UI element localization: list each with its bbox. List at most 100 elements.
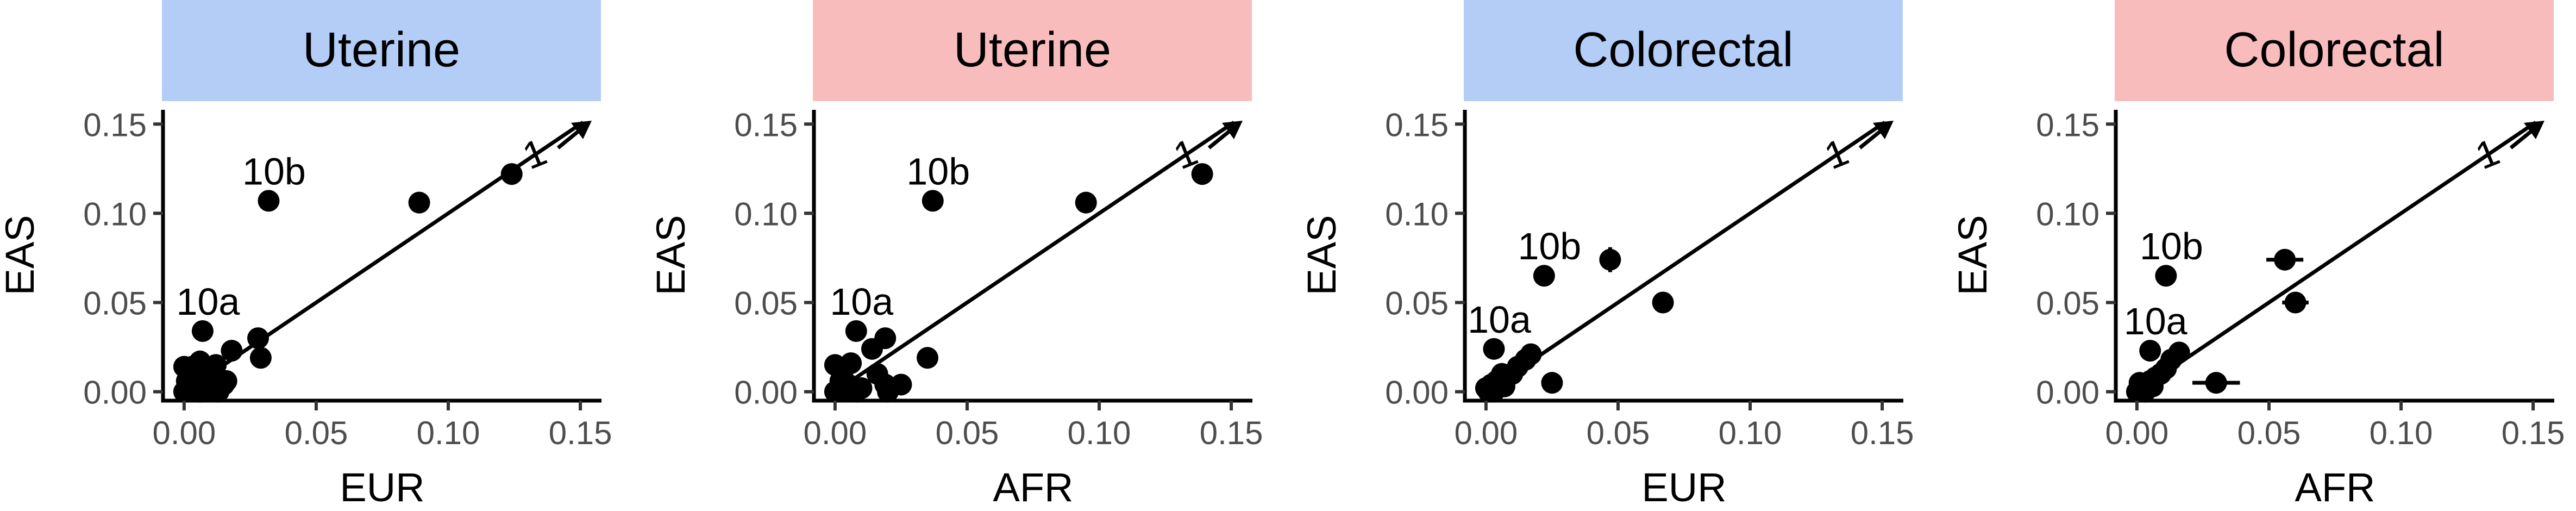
- point-annotation: 10a: [830, 281, 893, 323]
- data-point: [408, 191, 430, 214]
- data-point: [191, 320, 214, 342]
- slope-arrow-icon: [571, 121, 592, 139]
- data-point: [845, 381, 867, 403]
- point-annotation: 10a: [1468, 298, 1531, 341]
- data-point: [2284, 291, 2307, 314]
- data-point: [247, 327, 269, 350]
- y-tick-label: 0.00: [2036, 375, 2099, 411]
- data-point: [258, 190, 280, 212]
- x-tick-label: 0.05: [2237, 415, 2301, 451]
- reference-line-label: 1: [2470, 130, 2505, 178]
- y-tick-label: 0.15: [2036, 107, 2099, 143]
- data-point: [1533, 265, 1555, 287]
- x-tick-label: 0.15: [1200, 415, 1263, 451]
- point-annotation: 10a: [177, 281, 240, 323]
- reference-line-y-equals-x: [2135, 121, 2537, 394]
- x-axis-title: AFR: [2295, 465, 2376, 510]
- y-tick-label: 0.00: [83, 375, 147, 411]
- data-point: [2274, 248, 2296, 271]
- y-tick-label: 0.05: [2036, 285, 2099, 321]
- y-axis-title: EAS: [1950, 215, 1995, 295]
- slope-arrow-icon: [2524, 121, 2544, 139]
- facet-strip: [2115, 0, 2554, 101]
- point-annotation: 10b: [1518, 225, 1581, 267]
- data-point: [845, 320, 867, 342]
- data-point: [1599, 248, 1621, 271]
- data-point: [922, 190, 944, 212]
- y-tick-label: 0.10: [1385, 196, 1449, 232]
- x-axis-title: AFR: [993, 465, 1074, 510]
- facet-strip: [813, 0, 1252, 101]
- y-tick-label: 0.10: [2036, 196, 2099, 232]
- x-tick-label: 0.00: [153, 415, 216, 451]
- slope-arrow-icon: [1222, 121, 1243, 139]
- data-point: [1541, 372, 1563, 394]
- x-tick-label: 0.10: [1719, 415, 1782, 451]
- data-point: [1075, 191, 1097, 214]
- point-annotation: 10b: [242, 150, 306, 192]
- point-annotation: 10b: [906, 150, 970, 192]
- facet-strip: [162, 0, 601, 101]
- data-point: [2205, 372, 2227, 394]
- y-tick-label: 0.05: [734, 285, 798, 321]
- data-point: [249, 347, 272, 369]
- data-point: [173, 381, 195, 403]
- reference-line-y-equals-x: [833, 121, 1235, 394]
- point-annotation: 10b: [2140, 225, 2203, 267]
- data-point: [221, 340, 243, 362]
- x-axis-title: EUR: [1641, 465, 1726, 510]
- y-tick-label: 0.10: [734, 196, 798, 232]
- reference-line-y-equals-x: [1484, 121, 1886, 394]
- y-axis-title: EAS: [648, 215, 693, 295]
- y-axis-title: EAS: [0, 215, 42, 295]
- reference-line-label: 1: [517, 130, 552, 178]
- data-point: [861, 338, 883, 360]
- y-tick-label: 0.15: [1385, 107, 1449, 143]
- y-axis-title: EAS: [1299, 215, 1344, 295]
- y-tick-label: 0.05: [83, 285, 147, 321]
- x-tick-label: 0.15: [2502, 415, 2565, 451]
- data-point: [1191, 163, 1213, 185]
- data-point: [2142, 375, 2164, 397]
- y-tick-label: 0.15: [734, 107, 798, 143]
- data-point: [199, 377, 222, 400]
- facet-title: Colorectal: [1573, 23, 1793, 77]
- data-point: [1477, 381, 1500, 403]
- x-tick-label: 0.15: [549, 415, 612, 451]
- facet-panel-1: Uterine 1 10b 10a 0.000.00 0.05 0.05 0.10 0.10 0.…: [0, 0, 612, 510]
- x-tick-label: 0.05: [285, 415, 348, 451]
- x-tick-label: 0.15: [1851, 415, 1914, 451]
- reference-line-label: 1: [1819, 130, 1854, 178]
- facet-panel-2: Uterine110b10a0.000.000.050.050.100.100.…: [648, 0, 1263, 510]
- data-point: [1652, 291, 1674, 314]
- data-point: [917, 347, 939, 369]
- x-tick-label: 0.10: [1068, 415, 1131, 451]
- facet-title: Colorectal: [2224, 23, 2444, 77]
- x-tick-label: 0.05: [936, 415, 999, 451]
- facet-title: Uterine: [303, 23, 460, 77]
- data-point: [2155, 265, 2177, 287]
- y-tick-label: 0.00: [734, 375, 798, 411]
- x-tick-label: 0.00: [1455, 415, 1518, 451]
- facet-strip: [1464, 0, 1903, 101]
- y-tick-label: 0.10: [83, 196, 147, 232]
- x-tick-label: 0.00: [804, 415, 867, 451]
- x-tick-label: 0.05: [1587, 415, 1650, 451]
- data-point: [500, 163, 523, 185]
- facet-title: Uterine: [954, 23, 1111, 77]
- data-point: [1483, 338, 1505, 360]
- x-tick-label: 0.10: [417, 415, 480, 451]
- facet-panel-4: Colorectal 1 10b 10a 0.000.00 0.05 0.05 0.10 0.1…: [1950, 0, 2565, 510]
- y-tick-label: 0.00: [1385, 375, 1449, 411]
- data-point: [2139, 340, 2161, 362]
- y-tick-label: 0.15: [83, 107, 147, 143]
- data-point: [877, 381, 899, 403]
- facet-panel-3: Colorectal 1 10b 10a 0.000.00 0.05 0.05 0.10 0.1…: [1299, 0, 1914, 510]
- x-tick-label: 0.00: [2105, 415, 2169, 451]
- point-annotation: 10a: [2124, 300, 2188, 342]
- slope-arrow-icon: [1873, 121, 1894, 139]
- x-axis-title: EUR: [340, 465, 424, 510]
- y-tick-label: 0.05: [1385, 285, 1449, 321]
- x-tick-label: 0.10: [2370, 415, 2433, 451]
